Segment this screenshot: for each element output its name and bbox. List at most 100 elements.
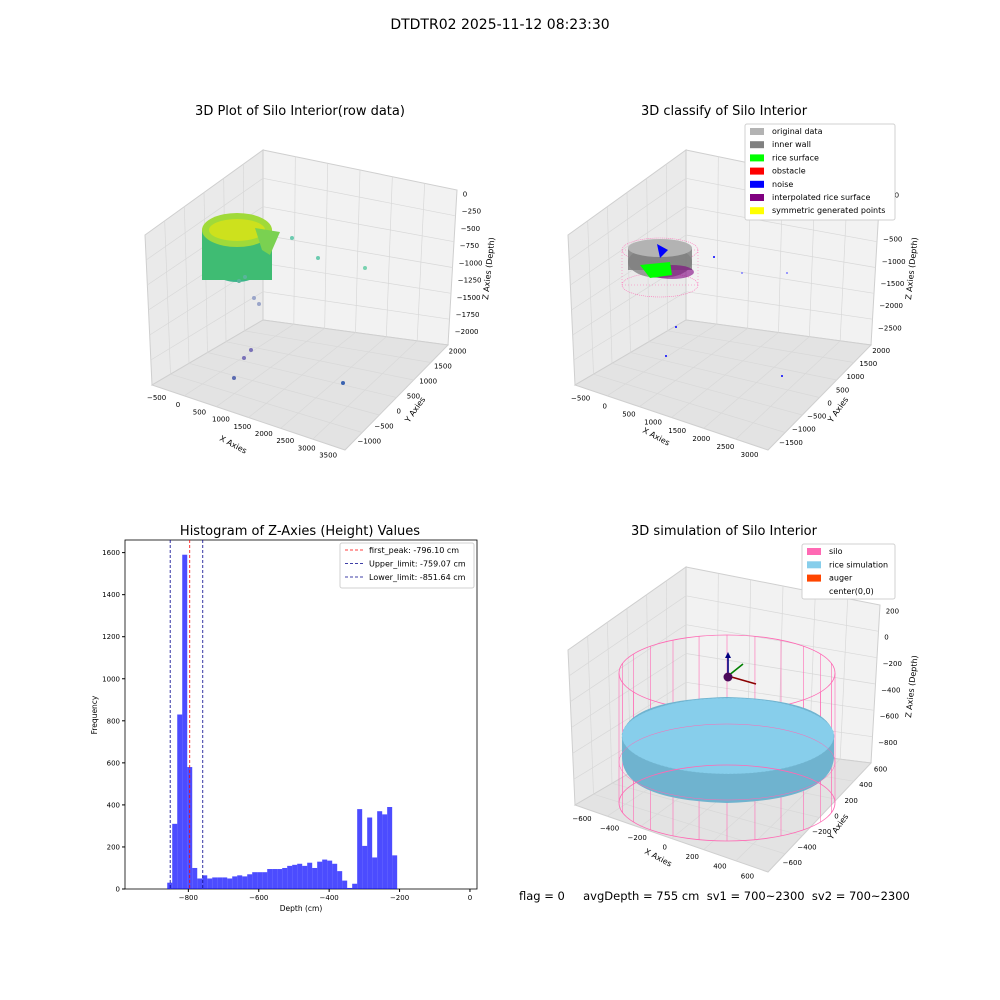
p2-noise-point <box>665 355 667 357</box>
z-tick-label: −2500 <box>878 324 902 332</box>
histogram-bar <box>232 876 238 889</box>
histogram-chart: −800 −600 −400 −200 0 0 200 400 600 800 1000 1200 14… <box>90 539 478 913</box>
x-tick-label: −500 <box>571 394 590 402</box>
y-tick-label: 600 <box>874 766 887 774</box>
gridline <box>685 234 876 268</box>
gridline <box>572 682 687 754</box>
y-tick-label: −1000 <box>357 438 381 446</box>
z-tick-label: −1500 <box>881 280 905 288</box>
y-tick-label: −200 <box>812 828 831 836</box>
legend-label: auger <box>829 574 853 583</box>
histogram-bar <box>317 861 323 889</box>
p4-axis-z-head <box>725 652 731 658</box>
histogram-bar <box>252 872 258 889</box>
legend-label: obstacle <box>772 167 806 176</box>
p1-xlabel: X Axies <box>218 434 248 456</box>
y-tick-label: 800 <box>107 717 120 725</box>
gridline <box>262 262 452 294</box>
legend-label: Lower_limit: -851.64 cm <box>369 573 466 582</box>
histogram-bar <box>262 872 268 889</box>
legend-swatch <box>750 194 764 201</box>
x-tick-label: 0 <box>663 844 667 852</box>
histogram-bar <box>357 809 363 889</box>
x-tick-label: 500 <box>622 411 635 419</box>
z-tick-label: −250 <box>462 208 481 216</box>
histogram-bar <box>167 882 173 889</box>
p1-point <box>290 236 294 240</box>
p2-rice-surface <box>640 262 672 278</box>
z-tick-label: −1750 <box>456 311 480 319</box>
gridline <box>570 624 687 702</box>
x-tick-label: 2000 <box>255 430 273 438</box>
histogram-bar <box>367 817 373 889</box>
y-tick-label: 1500 <box>859 360 877 368</box>
y-tick-label: 1000 <box>102 675 120 683</box>
gridline <box>145 178 264 261</box>
x-tick-label: 0 <box>603 402 607 410</box>
x-tick-label: 1500 <box>668 427 686 435</box>
histogram-bar <box>327 860 333 889</box>
z-tick-label: −500 <box>461 225 480 233</box>
legend-swatch <box>750 180 764 188</box>
histogram-bar <box>282 867 288 889</box>
p4-silo-mid <box>618 723 836 801</box>
histogram-bar <box>302 865 308 889</box>
histogram-bar <box>392 855 398 889</box>
p2-silo-side <box>621 249 699 286</box>
y-tick-label: 600 <box>107 759 120 767</box>
x-tick-label: 200 <box>686 853 699 861</box>
p2-noise-point <box>713 256 715 258</box>
histogram-bar <box>292 864 298 889</box>
y-tick-label: −500 <box>374 423 393 431</box>
y-axis-label: Frequency <box>90 695 99 734</box>
legend-label: symmetric generated points <box>772 206 885 215</box>
z-tick-label: 0 <box>463 190 467 198</box>
x-tick-label: −800 <box>179 894 198 902</box>
histogram-bar <box>347 887 353 889</box>
p4-rice-surface-texture <box>621 697 835 775</box>
x-tick-label: 2500 <box>276 437 294 445</box>
histogram-bar <box>247 874 253 889</box>
x-tick-label: −200 <box>628 834 647 842</box>
z-tick-label: −600 <box>880 713 899 721</box>
p2-noise-point <box>781 375 783 377</box>
p4-title: 3D simulation of Silo Interior <box>631 524 817 539</box>
y-tick-label: 500 <box>407 393 420 401</box>
histogram-bar <box>257 872 263 889</box>
z-tick-label: −1000 <box>459 259 483 267</box>
x-tick-label: 3500 <box>319 452 337 460</box>
y-tick-label: 1000 <box>419 378 437 386</box>
histogram-bar <box>382 814 388 889</box>
gridline <box>685 681 875 711</box>
histogram-bar <box>287 865 293 889</box>
y-tick-label: 200 <box>107 843 120 851</box>
histogram-bar <box>222 877 228 889</box>
gridline <box>570 206 687 286</box>
p2-ticks: −500050010001500200025003000200015001000… <box>571 191 906 459</box>
x-tick-label: −200 <box>390 894 409 902</box>
p4-ticks: −600−400−20002004006006004002000−200−400… <box>572 607 902 880</box>
p2-legend-frame <box>744 123 896 221</box>
z-tick-label: −2000 <box>455 328 479 336</box>
x-tick-label: 1000 <box>644 419 662 427</box>
legend-swatch <box>750 154 764 162</box>
legend-label: interpolated rice surface <box>772 193 870 202</box>
p4-legend: silo rice simulation auger center(0,0) <box>801 543 896 600</box>
gridline <box>667 330 854 363</box>
z-tick-label: −750 <box>460 242 479 250</box>
p1-gridlines <box>145 156 456 440</box>
gridline <box>685 624 878 659</box>
y-tick-label: −600 <box>783 859 802 867</box>
histogram-bar <box>202 875 208 889</box>
x-tick-label: −600 <box>572 815 591 823</box>
p2-xlabel: X Axies <box>641 426 671 448</box>
legend-swatch <box>750 128 764 135</box>
legend-swatch <box>750 141 764 149</box>
bars <box>167 554 398 889</box>
p1-point <box>363 266 367 270</box>
legend-swatch <box>750 207 764 215</box>
histogram-bar <box>212 877 218 889</box>
p1-zlabel: Z Axies (Depth) <box>481 237 497 300</box>
legend-label: noise <box>772 180 793 189</box>
x-tick-label: 2000 <box>692 435 710 443</box>
